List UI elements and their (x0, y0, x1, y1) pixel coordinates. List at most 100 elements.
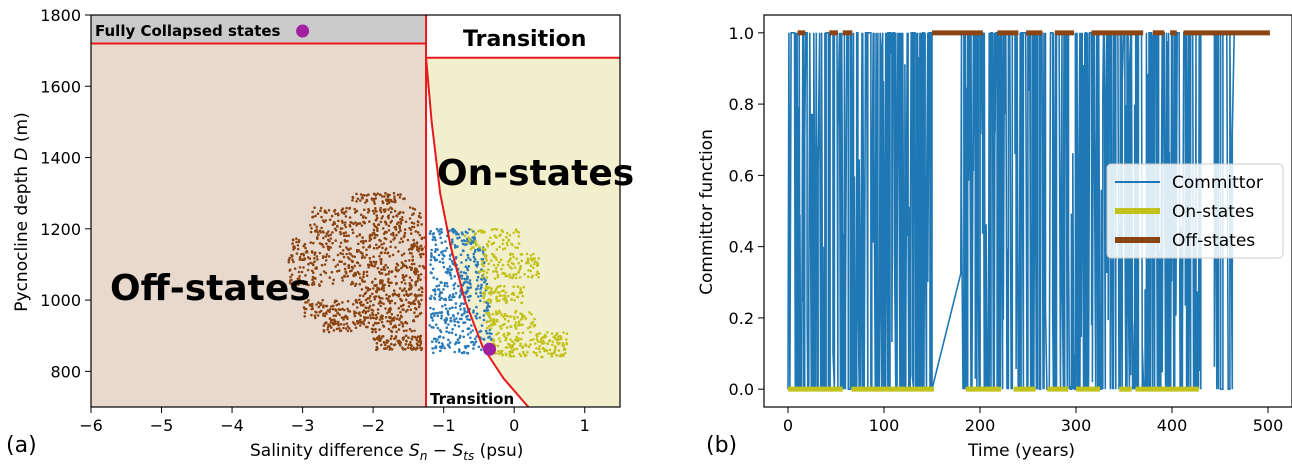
a-point-on (522, 352, 526, 356)
a-point-off (343, 262, 347, 266)
a-point-on (538, 345, 541, 348)
a-point-off (320, 215, 323, 219)
a-point-off (416, 294, 419, 298)
a-point-on (541, 355, 544, 359)
a-point-transition (460, 261, 463, 264)
a-point-off (378, 328, 381, 331)
a-point-off (407, 305, 411, 308)
a-point-off (398, 241, 402, 244)
a-point-off (409, 341, 412, 344)
b-legend-on-states: On-states (1172, 202, 1254, 222)
a-point-off (390, 270, 394, 273)
a-point-on (494, 288, 498, 291)
a-point-off (302, 280, 305, 283)
a-region-boundaries (91, 15, 620, 408)
a-point-off (337, 302, 341, 306)
a-point-off (348, 327, 351, 330)
a-point-transition (472, 255, 476, 259)
a-point-off (337, 308, 341, 311)
a-point-off (399, 341, 403, 344)
a-cluster-off-3 (358, 285, 424, 302)
a-point-off (349, 329, 353, 333)
a-point-off (359, 303, 363, 307)
a-point-on (497, 260, 501, 264)
a-point-off (403, 294, 406, 297)
a-point-transition (436, 314, 440, 318)
a-point-off (395, 262, 399, 266)
a-point-on (491, 312, 495, 316)
a-point-off (359, 314, 363, 317)
a-point-off (364, 201, 367, 204)
a-point-off (408, 327, 412, 331)
a-collapsed-region (91, 15, 427, 44)
a-point-off (293, 267, 297, 271)
a-point-on (499, 311, 502, 315)
a-point-off (339, 241, 343, 245)
a-point-off (339, 323, 343, 326)
a-point-off (367, 207, 370, 211)
a-point-on (508, 265, 512, 269)
a-point-transition (468, 294, 472, 298)
a-point-off (371, 209, 375, 213)
a-point-off (419, 278, 422, 282)
a-off-region (91, 43, 427, 407)
a-point-on (479, 270, 482, 273)
a-point-off (377, 335, 381, 339)
a-point-on (496, 263, 500, 267)
a-point-off (370, 327, 374, 331)
a-point-off (401, 308, 404, 311)
a-point-transition (477, 345, 481, 349)
a-point-on (487, 286, 491, 289)
a-point-transition (433, 314, 436, 317)
a-point-off (355, 209, 359, 213)
a-point-on (485, 242, 489, 246)
a-point-off (374, 327, 377, 331)
a-point-transition (444, 240, 447, 243)
a-point-on (558, 354, 562, 358)
a-point-off (379, 337, 383, 341)
a-point-off (369, 299, 372, 303)
a-point-off (410, 221, 414, 224)
a-point-transition (482, 314, 486, 317)
a-point-on (532, 262, 536, 266)
a-point-on (511, 350, 514, 354)
a-point-off (372, 323, 375, 327)
a-point-off (319, 206, 323, 210)
a-y-tick-label: 800 (50, 362, 81, 381)
a-point-transition (436, 326, 440, 330)
a-point-transition (441, 305, 444, 308)
b-x-tick-label: 500 (1253, 416, 1284, 435)
a-point-off (315, 266, 318, 269)
a-point-off (362, 294, 365, 298)
a-point-off (384, 307, 387, 310)
a-point-off (411, 207, 415, 210)
a-point-off (388, 299, 392, 303)
a-point-on (516, 316, 519, 319)
a-cluster-off-6 (372, 334, 424, 352)
a-point-on (559, 335, 563, 339)
a-point-on (495, 248, 499, 251)
a-point-transition (472, 311, 475, 314)
a-point-on (511, 243, 514, 247)
a-point-on (533, 317, 536, 321)
a-point-off (333, 210, 336, 213)
b-x-tick-label: 300 (1061, 416, 1092, 435)
a-point-off (362, 303, 365, 307)
a-point-on (505, 346, 509, 349)
a-point-transition (475, 305, 478, 309)
a-point-on (521, 323, 524, 327)
a-point-off (355, 306, 359, 309)
a-point-off (388, 348, 392, 351)
a-point-transition (431, 238, 435, 241)
a-point-off (387, 272, 390, 276)
a-point-off (328, 308, 332, 311)
a-point-off (397, 293, 401, 296)
a-point-off (339, 227, 343, 230)
a-point-off (384, 273, 388, 276)
a-point-off (379, 304, 383, 308)
a-point-off (383, 210, 387, 213)
a-point-transition (434, 238, 437, 242)
a-point-off (304, 301, 307, 304)
a-point-transition (471, 240, 474, 244)
a-point-off (372, 287, 375, 290)
